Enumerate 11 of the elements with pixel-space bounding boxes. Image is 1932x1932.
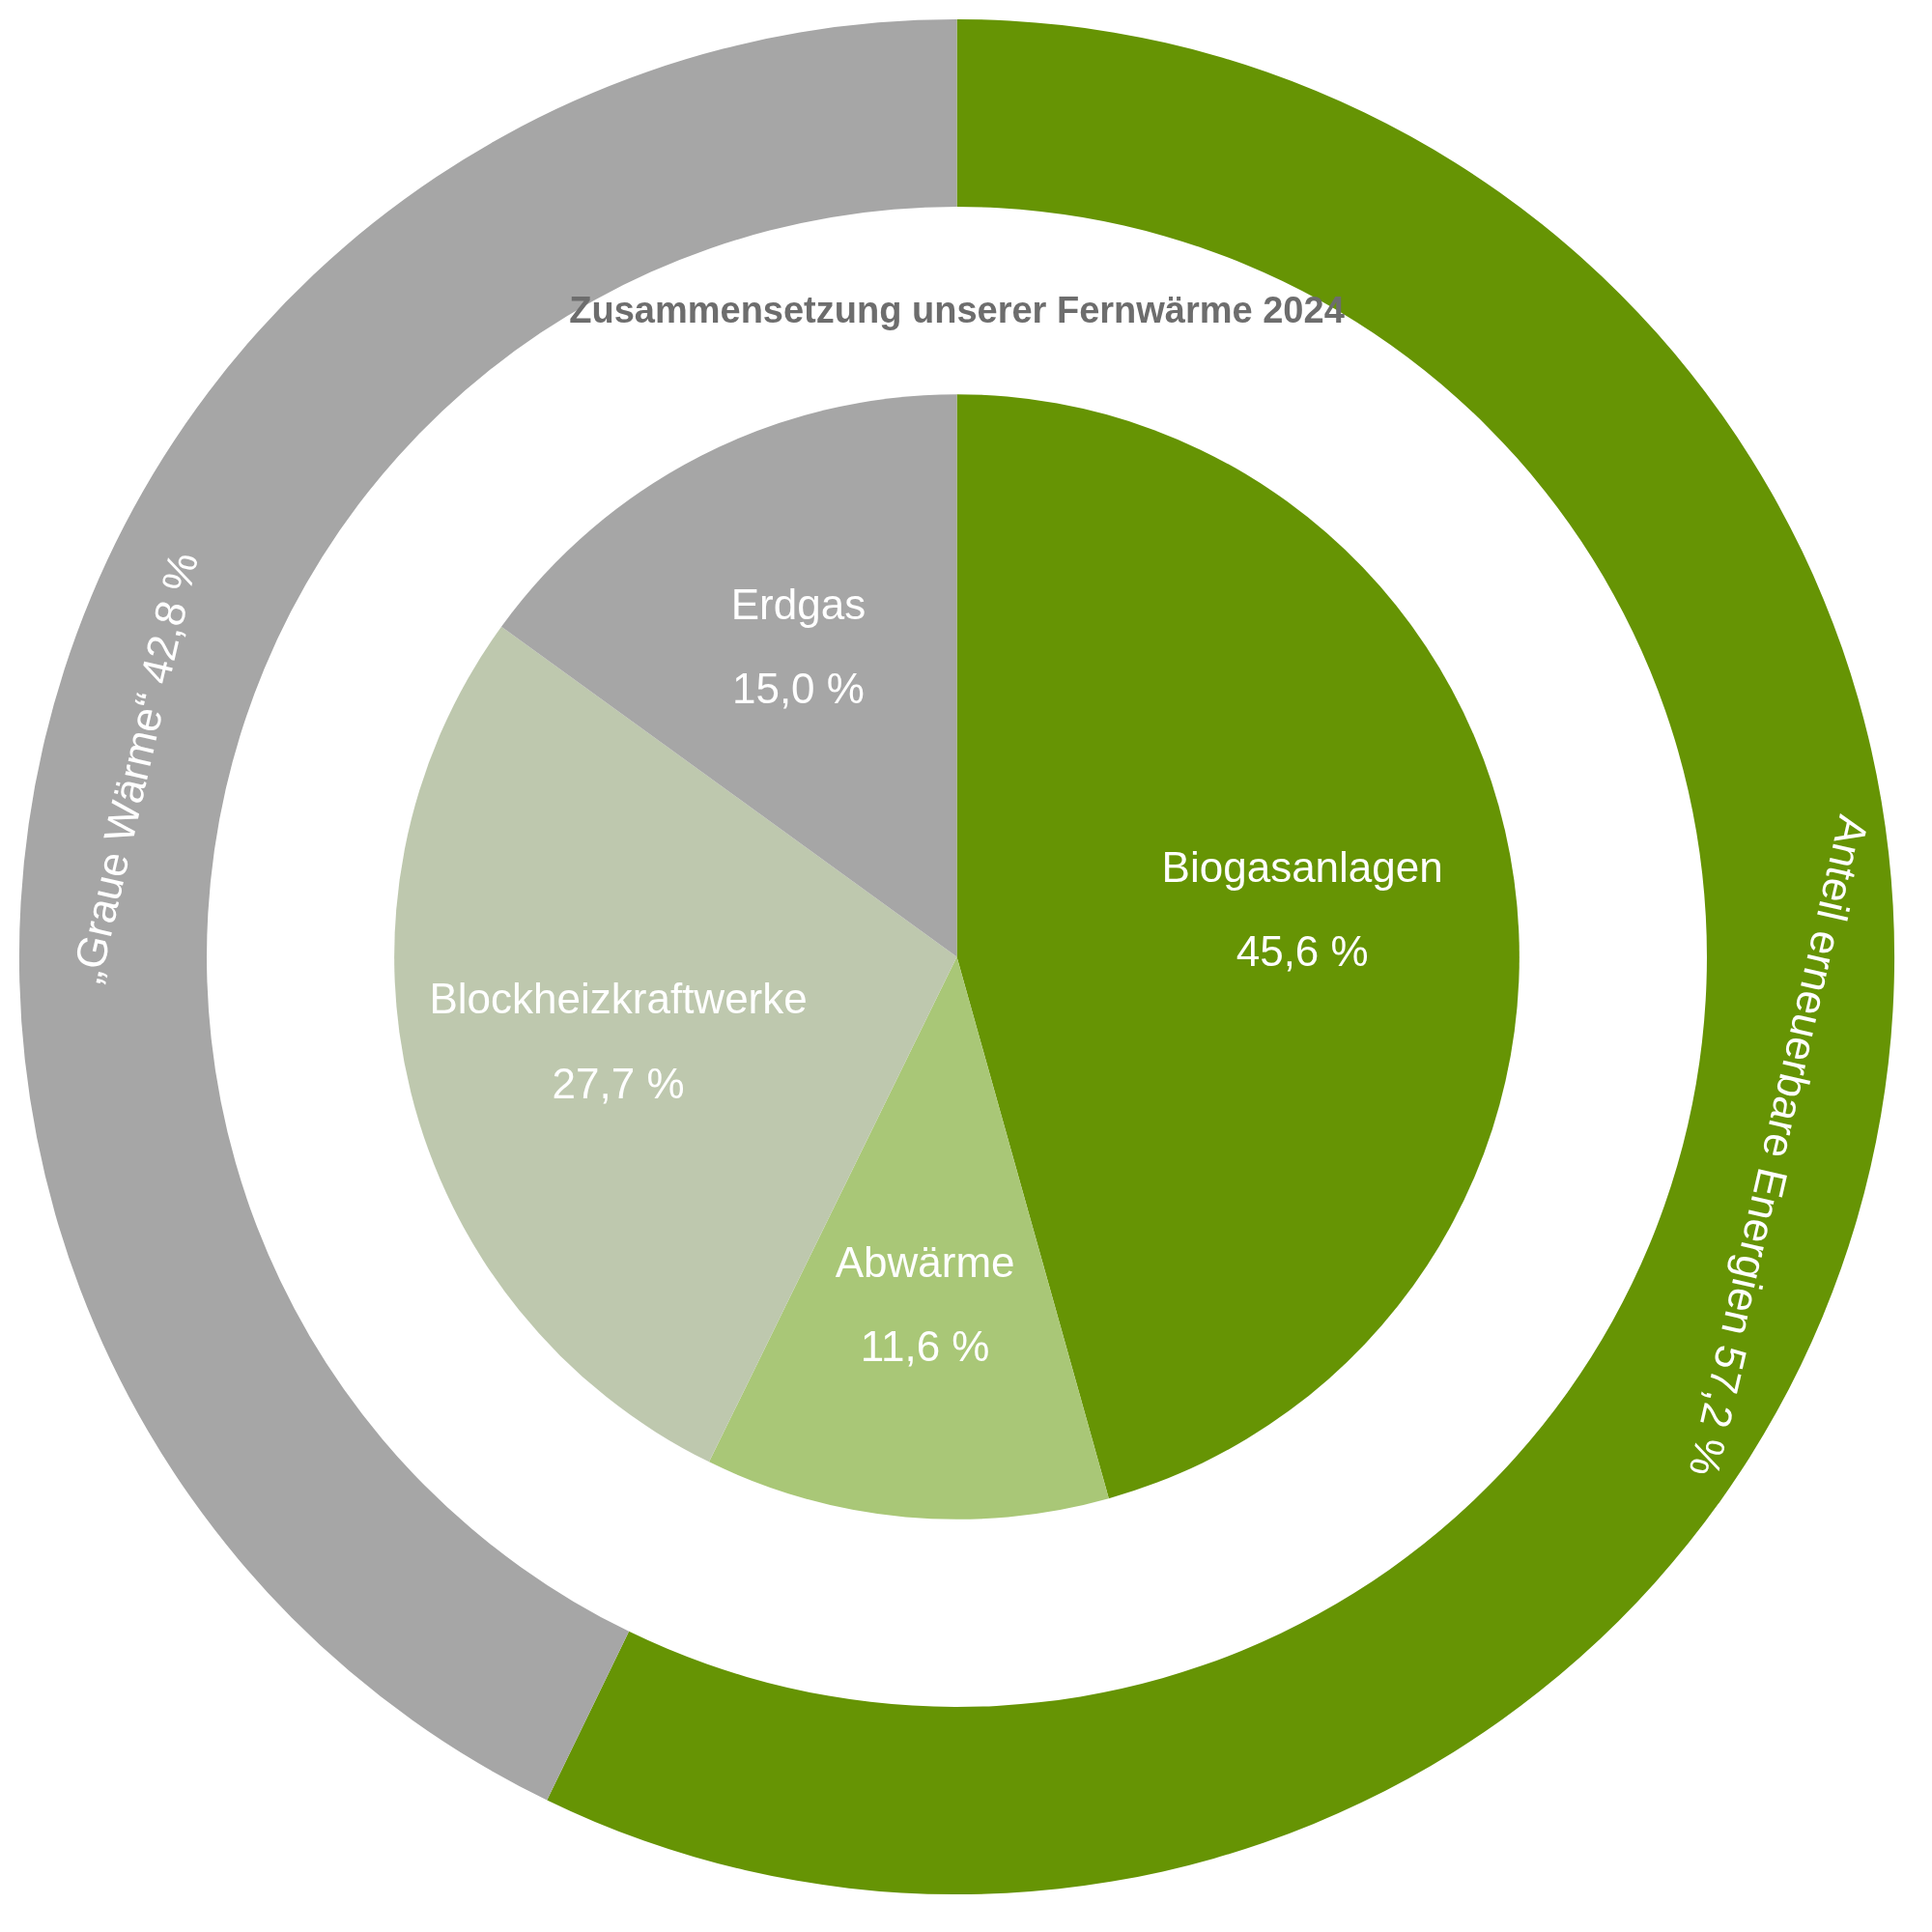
data-label: 15,0 % [731, 665, 865, 713]
slice-label: Biogasanlagen [1161, 843, 1443, 892]
category-label: „Graue Wärme“ 42,8 % [62, 548, 208, 987]
slice-label: Abwärme [835, 1237, 1015, 1286]
data-label: 45,6 % [1236, 927, 1369, 976]
text: Zusammensetzung unserer Fernwärme 2024 [569, 289, 1345, 330]
data-label: 27,7 % [552, 1059, 685, 1107]
slice-label: Erdgas [730, 580, 867, 628]
slice-label: Blockheizkraftwerke [429, 975, 808, 1023]
category-label: Anteil erneuerbare Energien 57,2 % [1680, 811, 1879, 1481]
data-label: 11,6 % [860, 1322, 990, 1371]
